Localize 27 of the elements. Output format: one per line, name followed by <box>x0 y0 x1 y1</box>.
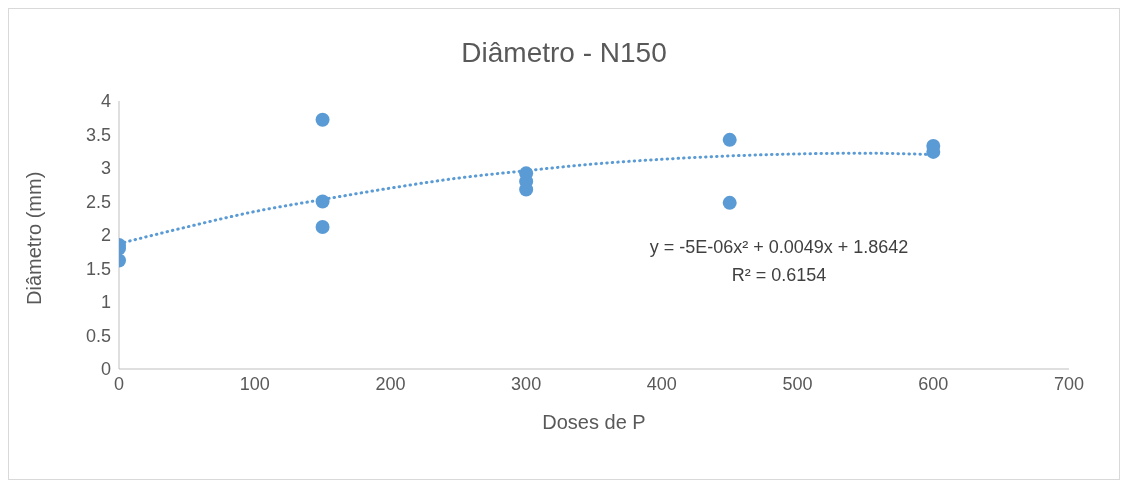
x-tick-label: 100 <box>239 373 270 394</box>
point <box>315 194 330 209</box>
y-axis-title: Diâmetro (mm) <box>23 171 46 305</box>
y-tick-label: 4 <box>100 91 111 112</box>
x-tick-label: 400 <box>646 373 677 394</box>
x-axis-title: Doses de P <box>542 411 646 433</box>
x-tick-label: 600 <box>918 373 949 394</box>
y-tick-label: 3.5 <box>85 124 111 145</box>
y-tick-label: 2 <box>100 225 111 246</box>
x-tick-label: 300 <box>511 373 542 394</box>
annotation: R² = 0.6154 <box>730 265 828 286</box>
point <box>315 219 330 234</box>
point <box>722 132 737 147</box>
y-tick-label: 2.5 <box>85 191 111 212</box>
y-tick-label: 1 <box>100 292 111 313</box>
y-tick-label: 1.5 <box>85 258 111 279</box>
y-tick-label: 0 <box>100 359 111 380</box>
point <box>315 112 330 127</box>
point <box>722 195 737 210</box>
y-tick-label: 3 <box>100 158 111 179</box>
chart-title: Diâmetro - N150 <box>460 37 668 69</box>
annotation: y = -5E-06x² + 0.0049x + 1.8642 <box>648 237 910 258</box>
x-tick-label: 200 <box>375 373 406 394</box>
x-tick-label: 500 <box>782 373 813 394</box>
x-tick-label: 700 <box>1053 373 1085 394</box>
x-tick-label: 0 <box>113 373 125 394</box>
y-tick-label: 0.5 <box>85 325 111 346</box>
